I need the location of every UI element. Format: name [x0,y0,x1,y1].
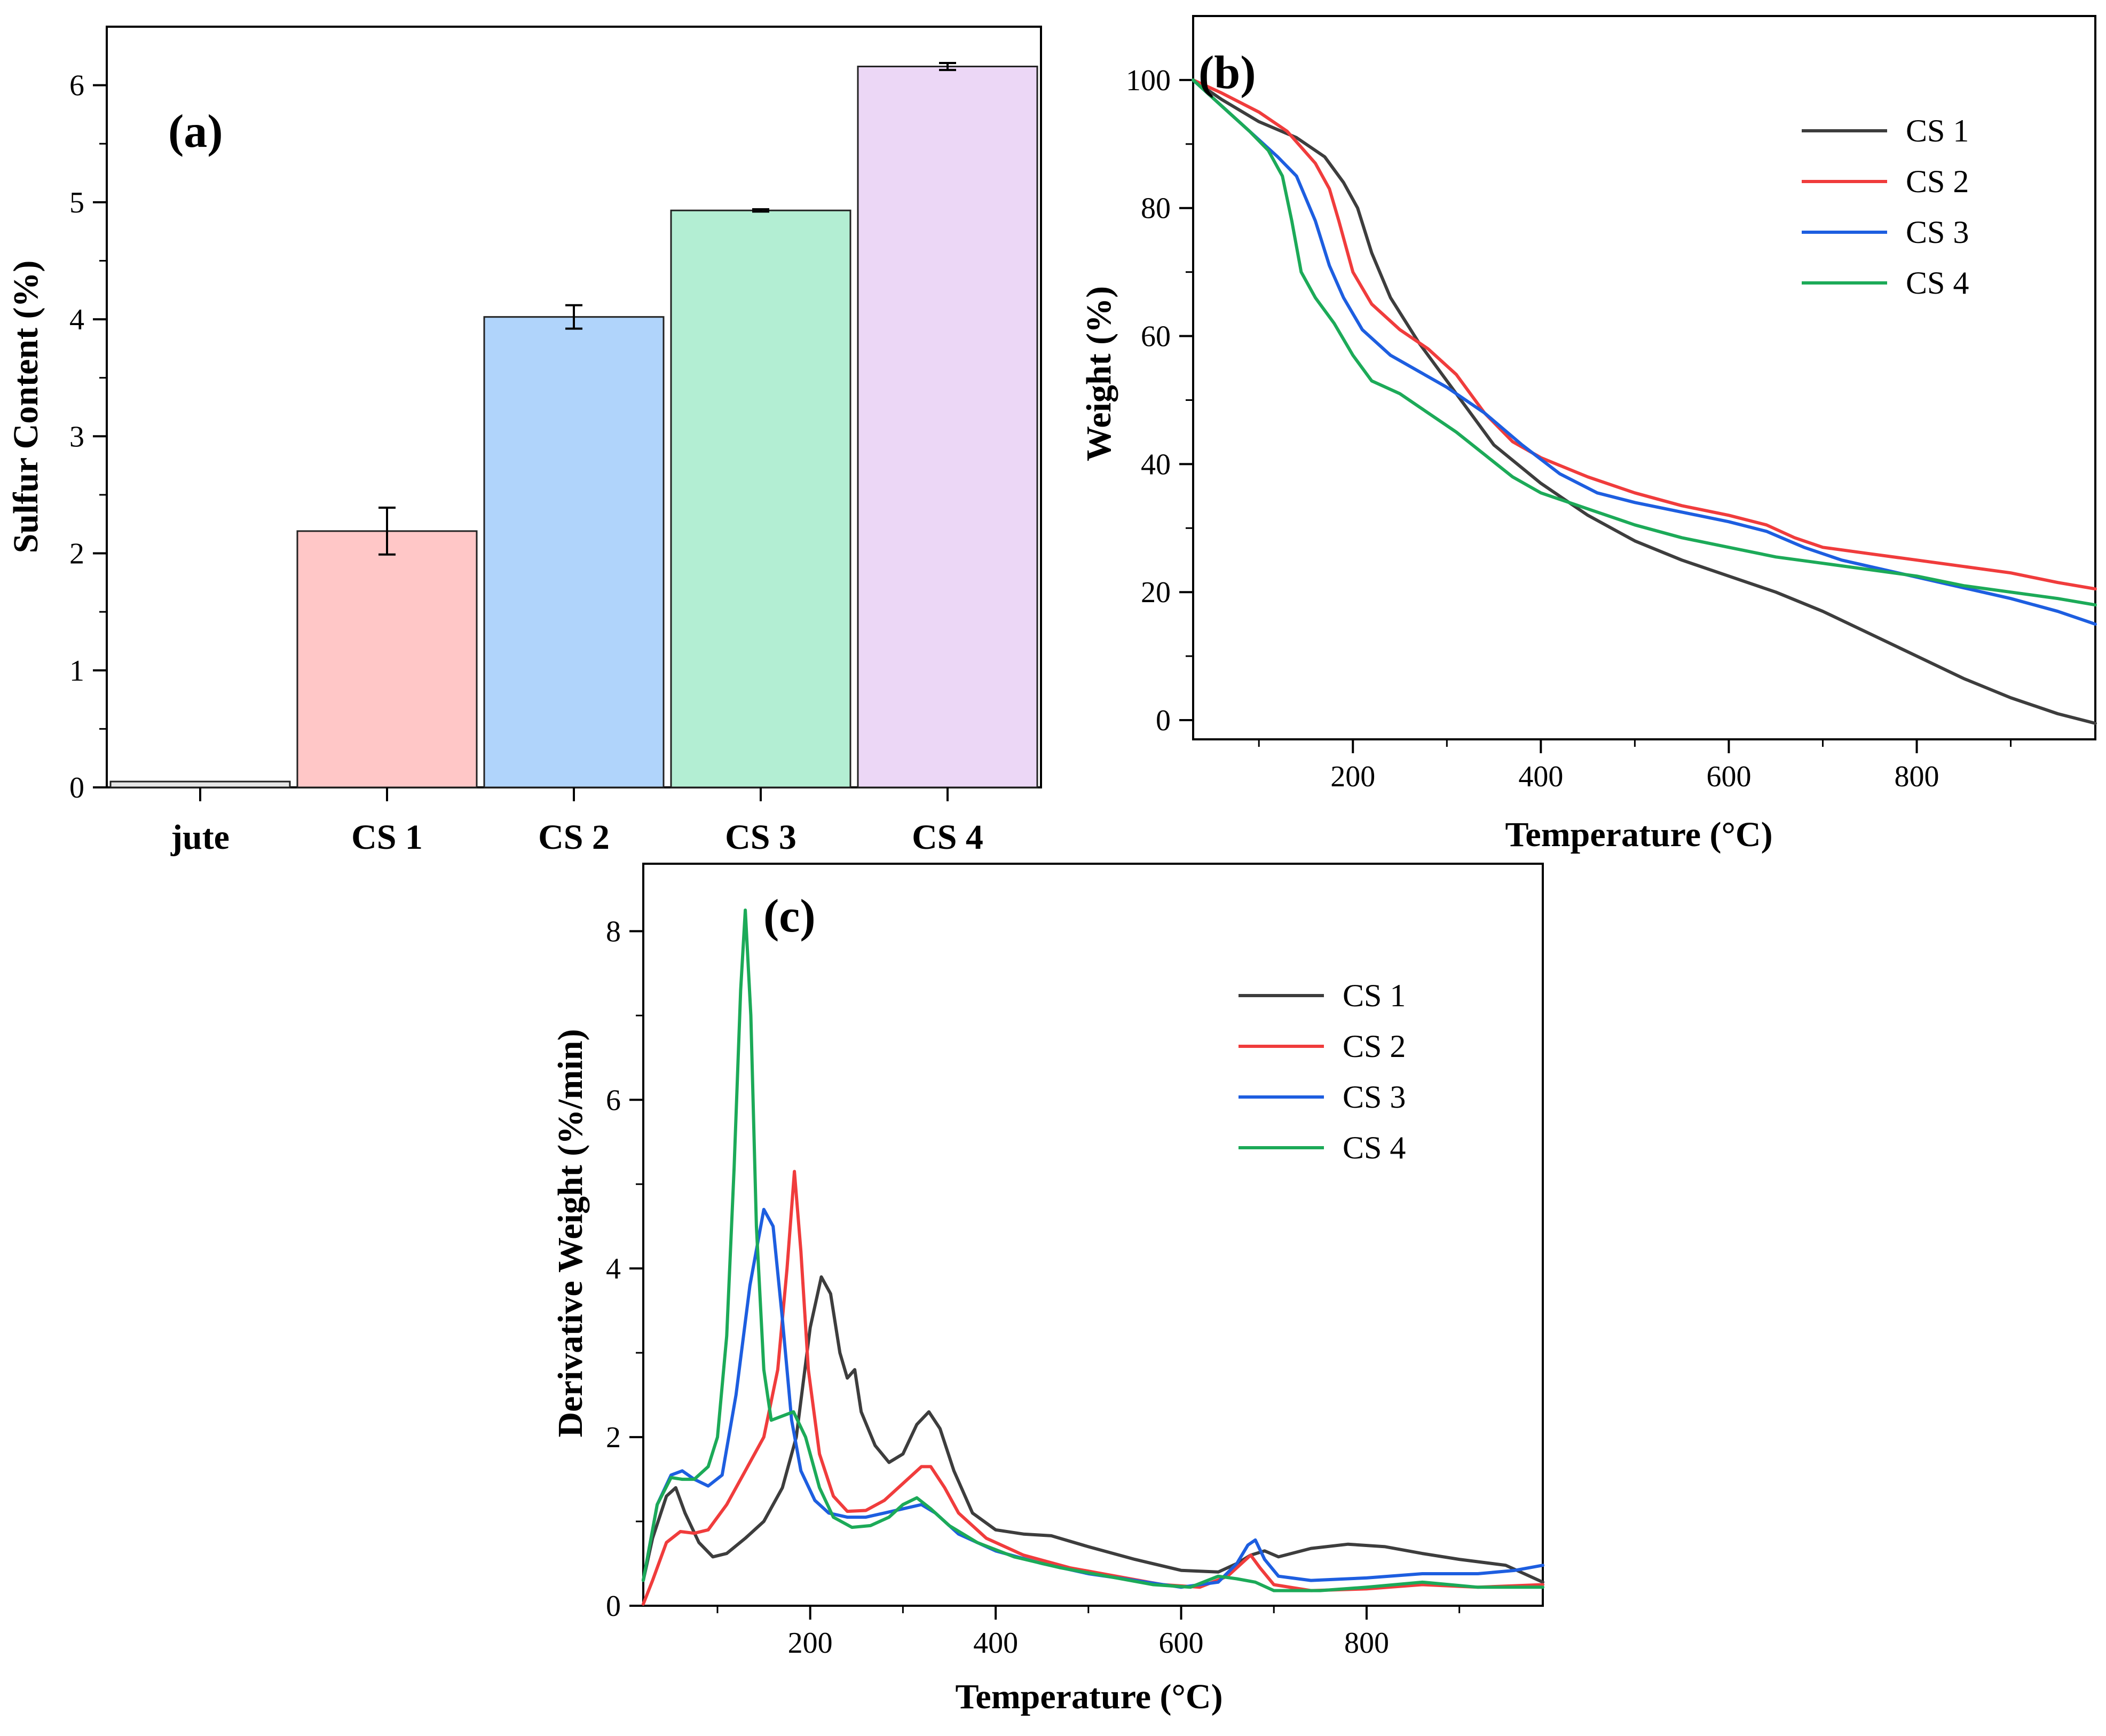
panel-a-y-ticks: 0 1 2 3 4 5 6 [69,69,107,804]
ytick-label: 8 [606,915,621,948]
series-line-cs-3 [642,1208,1544,1589]
ytick-label: 0 [1156,704,1171,737]
series-line-cs-1 [1192,78,2097,725]
panel-b-label: (b) [1198,47,1256,99]
panel-a-y-axis-label: Sulfur Content (%) [6,261,45,554]
panel-c-label: (c) [763,890,816,942]
legend-label: CS 2 [1343,1029,1406,1064]
panel-c-x-axis-label: Temperature (°C) [955,1677,1222,1716]
xtick-label: 200 [1330,760,1375,793]
a-ytick-label: 6 [69,69,84,102]
series-line-cs-1 [642,1275,1544,1584]
panel-b-series-lines [1192,78,2097,725]
series-line-cs-2 [1192,78,2097,591]
panel-c-plot-frame [642,863,1544,1607]
bar-cs-1 [296,530,478,788]
panel-b-legend: CS 1 CS 2 CS 3 CS 4 [1802,113,1969,301]
legend-label: CS 1 [1343,978,1406,1013]
ytick-label: 0 [606,1590,621,1623]
category-label: jute [170,818,230,857]
series-line-cs-4 [642,908,1544,1592]
a-ytick-label: 2 [69,538,84,571]
category-label: CS 2 [538,818,610,857]
a-ytick-label: 0 [69,771,84,804]
a-ytick-label: 4 [69,303,84,336]
xtick-label: 600 [1706,760,1751,793]
xtick-label: 600 [1159,1627,1204,1660]
ytick-label: 100 [1126,64,1171,97]
ytick-label: 60 [1141,320,1171,353]
panel-b-y-axis-label: Weight (%) [1079,286,1118,461]
bar-jute [109,780,291,788]
category-label: CS 4 [912,818,983,857]
xtick-label: 200 [788,1627,833,1660]
panel-c-legend: CS 1 CS 2 CS 3 CS 4 [1239,978,1406,1165]
ytick-label: 40 [1141,448,1171,481]
panel-a-label: (a) [168,106,223,157]
legend-label: CS 4 [1343,1130,1406,1165]
a-ytick-label: 5 [69,186,84,219]
panel-a-bar-chart: 0 1 2 3 4 5 6 jute CS 1 CS 2 CS 3 CS 4 (a) Sulfur … [6,26,1042,857]
panel-a-category-labels: jute CS 1 CS 2 CS 3 CS 4 [170,787,983,857]
xtick-label: 400 [973,1627,1018,1660]
panel-c-y-axis-label: Derivative Weight (%/min) [551,1029,590,1438]
category-label: CS 1 [351,818,423,857]
legend-label: CS 3 [1906,215,1969,250]
legend-label: CS 3 [1343,1079,1406,1115]
bar-cs-4 [857,66,1038,788]
panel-a-bars [109,61,1038,788]
bar-cs-2 [483,316,665,788]
xtick-label: 800 [1895,760,1939,793]
panel-b-x-axis-label: Temperature (°C) [1505,815,1772,854]
legend-label: CS 1 [1906,113,1969,148]
series-line-cs-4 [1192,78,2097,607]
panel-c-ticks: 200 400 600 800 0 2 4 6 8 [606,915,1461,1660]
ytick-label: 20 [1141,576,1171,609]
ytick-label: 4 [606,1252,621,1285]
xtick-label: 400 [1518,760,1563,793]
series-line-cs-3 [1192,78,2097,626]
series-line-cs-2 [642,1170,1544,1606]
category-label: CS 3 [725,818,796,857]
a-ytick-label: 3 [69,420,84,453]
panel-b-plot-frame [1192,15,2096,740]
panel-c-dtg-chart: 200 400 600 800 0 2 4 6 8 CS 1 CS 2 CS 3 CS 4 (c) T… [551,863,1544,1716]
ytick-label: 80 [1141,192,1171,225]
legend-label: CS 2 [1906,164,1969,199]
panel-c-series-lines [642,908,1544,1606]
panel-b-ticks: 200 400 600 800 0 20 40 60 80 100 [1126,64,2012,793]
ytick-label: 2 [606,1421,621,1454]
ytick-label: 6 [606,1084,621,1117]
legend-label: CS 4 [1906,265,1969,301]
xtick-label: 800 [1344,1627,1389,1660]
bar-cs-3 [670,209,851,788]
a-ytick-label: 1 [69,654,84,688]
